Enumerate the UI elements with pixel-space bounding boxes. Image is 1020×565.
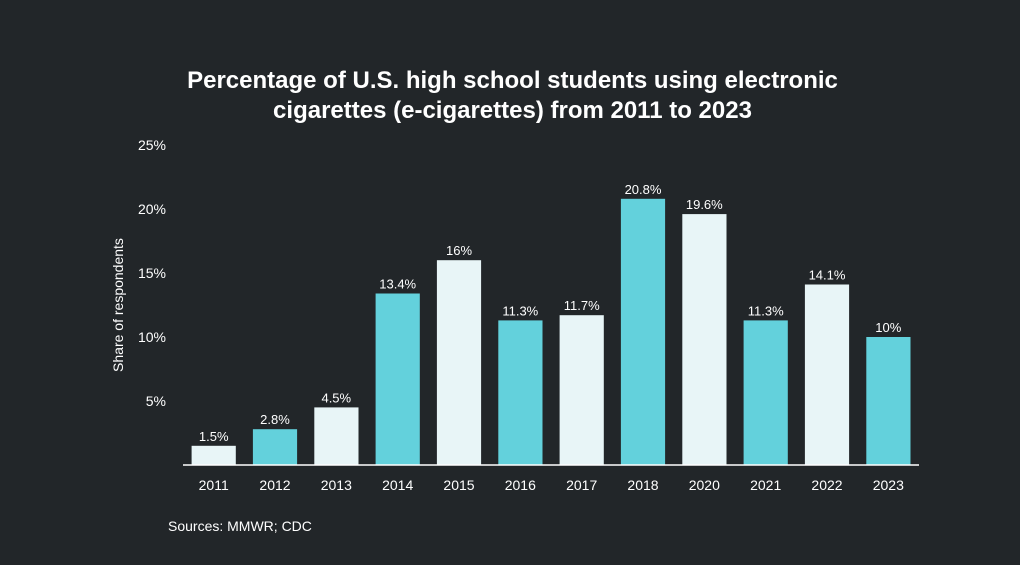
- x-tick-label: 2012: [259, 477, 290, 493]
- bar-value-label: 11.3%: [748, 303, 784, 318]
- chart-title: Percentage of U.S. high school students …: [187, 67, 838, 124]
- y-tick-label: 15%: [138, 265, 166, 281]
- bar: [436, 260, 482, 465]
- y-tick-label: 10%: [138, 329, 166, 345]
- bar: [804, 284, 850, 465]
- bar: [191, 445, 236, 465]
- x-tick-label: 2011: [199, 477, 229, 493]
- bar: [866, 337, 911, 465]
- y-axis-ticks: 5% 10% 15% 20% 25%: [138, 137, 166, 409]
- x-tick-label: 2017: [566, 477, 597, 493]
- x-tick-label: 2013: [321, 477, 352, 493]
- bars-group: [191, 198, 911, 466]
- x-tick-label: 2015: [443, 477, 474, 493]
- bar: [743, 320, 788, 465]
- y-tick-label: 20%: [138, 201, 166, 217]
- bar-value-label: 13.4%: [379, 277, 416, 292]
- source-note: Sources: MMWR; CDC: [168, 518, 312, 534]
- bar-value-label: 4.5%: [321, 390, 351, 405]
- x-tick-label: 2022: [811, 477, 842, 493]
- y-tick-label: 25%: [138, 137, 166, 153]
- bar-value-label: 10%: [875, 320, 901, 335]
- bar-value-label: 2.8%: [260, 412, 290, 427]
- x-tick-label: 2020: [689, 477, 720, 493]
- x-tick-label: 2014: [382, 477, 413, 493]
- x-tick-label: 2023: [873, 477, 904, 493]
- bar: [314, 407, 359, 465]
- bar-value-label: 19.6%: [686, 197, 723, 212]
- bar-value-label: 20.8%: [625, 182, 662, 197]
- bar: [620, 198, 666, 466]
- bar-value-label: 11.3%: [502, 303, 538, 318]
- x-axis-ticks: 2011 2012 2013 2014 2015 2016 2017 2018 2020 2021…: [199, 477, 904, 493]
- x-tick-label: 2016: [505, 477, 536, 493]
- y-tick-label: 5%: [146, 393, 166, 409]
- x-tick-label: 2021: [750, 477, 781, 493]
- bar: [682, 214, 727, 465]
- bar: [498, 320, 543, 465]
- bar-value-label: 16%: [446, 243, 472, 258]
- data-labels-group: 1.5% 2.8% 4.5% 13.4% 16% 11.3% 11.7% 20.8% 19.6%…: [199, 182, 902, 444]
- bar: [375, 293, 420, 465]
- y-axis-label: Share of respondents: [110, 238, 126, 372]
- bar: [559, 315, 604, 465]
- bar-value-label: 1.5%: [199, 429, 229, 444]
- bar-value-label: 14.1%: [809, 268, 846, 283]
- bar-value-label: 11.7%: [564, 298, 600, 313]
- bar: [252, 429, 298, 465]
- x-tick-label: 2018: [627, 477, 658, 493]
